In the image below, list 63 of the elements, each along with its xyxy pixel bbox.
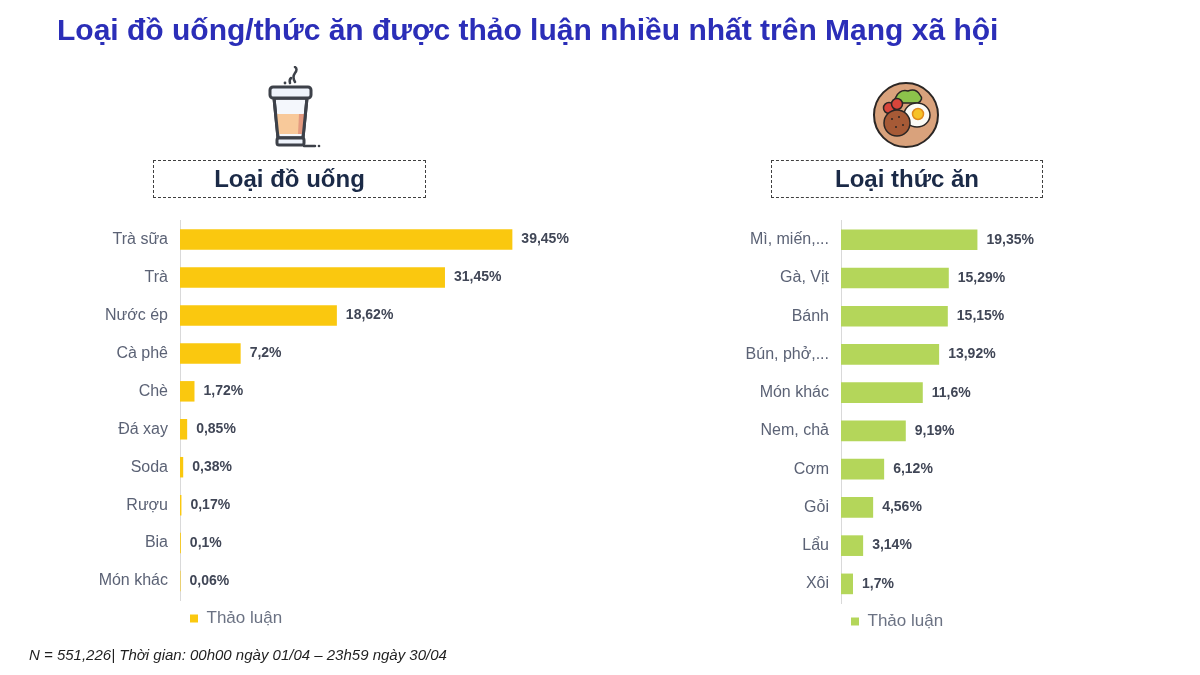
data-label: 0,06% <box>189 571 230 588</box>
legend-label: Thảo luận <box>867 611 944 631</box>
data-label: 31,45% <box>453 268 502 285</box>
bar <box>180 456 184 478</box>
y-tick-label: Trà sữa <box>112 229 169 247</box>
chart-subtitle: Loại thức ăn <box>834 165 980 193</box>
bar <box>180 343 241 364</box>
bar <box>841 458 885 480</box>
y-tick-label: Cơm <box>793 459 829 477</box>
data-label: 4,56% <box>882 498 923 515</box>
data-label: 9,19% <box>914 421 956 438</box>
y-tick-label: Rượu <box>126 495 168 513</box>
bar <box>841 344 940 365</box>
y-tick-label: Món khác <box>98 571 168 589</box>
y-tick-label: Món khác <box>759 383 829 401</box>
y-tick-label: Nem, chả <box>760 421 830 439</box>
bar <box>841 497 874 518</box>
bar <box>841 573 853 595</box>
bar <box>180 419 188 440</box>
y-tick-label: Gỏi <box>804 497 829 515</box>
y-tick-label: Bia <box>144 533 169 551</box>
data-label: 0,38% <box>192 458 233 475</box>
data-label: 39,45% <box>521 230 570 247</box>
y-tick-label: Đá xay <box>118 419 168 437</box>
y-tick-label: Xôi <box>805 574 829 592</box>
text: N = 551,226| Thời gian: 00h00 ngày 01/04 – 23h59 ngày 30/04 <box>29 646 447 663</box>
bar <box>180 267 445 288</box>
y-tick-label: Gà, Vịt <box>780 268 830 286</box>
data-label: 11,6% <box>931 383 972 400</box>
data-label: 18,62% <box>345 306 394 323</box>
bar <box>841 267 949 289</box>
data-label: 7,2% <box>249 344 283 361</box>
data-label: 13,92% <box>948 345 997 362</box>
data-label: 15,15% <box>956 307 1005 324</box>
bar <box>180 305 337 326</box>
y-tick-label: Chè <box>138 381 169 399</box>
data-label: 19,35% <box>986 230 1035 247</box>
bar <box>180 229 513 250</box>
data-label: 0,17% <box>190 496 231 513</box>
data-label: 15,29% <box>957 268 1006 285</box>
chart-subtitle: Loại đồ uống <box>214 165 365 193</box>
bar <box>841 535 864 556</box>
y-tick-label: Cà phê <box>116 343 169 361</box>
bar <box>841 229 978 251</box>
y-tick-label: Lẩu <box>802 536 829 554</box>
y-tick-label: Trà <box>144 267 169 285</box>
y-tick-label: Bánh <box>791 306 829 324</box>
legend-label: Thảo luận <box>206 608 283 628</box>
bar <box>841 420 906 442</box>
data-label: 1,7% <box>861 574 895 591</box>
bar <box>841 305 948 327</box>
chart-title: Loại đồ uống/thức ăn được thảo luận nhiều nhất trên Mạng xã hội <box>57 13 999 47</box>
bar <box>841 382 923 404</box>
bar <box>180 381 195 402</box>
y-tick-label: Nước ép <box>105 305 169 323</box>
data-label: 0,85% <box>196 420 237 437</box>
data-label: 3,14% <box>872 536 913 553</box>
data-label: 1,72% <box>203 382 244 399</box>
data-label: 6,12% <box>893 460 934 477</box>
y-tick-label: Bún, phở,... <box>745 344 829 362</box>
data-label: 0,1% <box>189 533 223 550</box>
y-tick-label: Mì, miến,... <box>749 230 829 248</box>
y-tick-label: Soda <box>130 457 169 475</box>
